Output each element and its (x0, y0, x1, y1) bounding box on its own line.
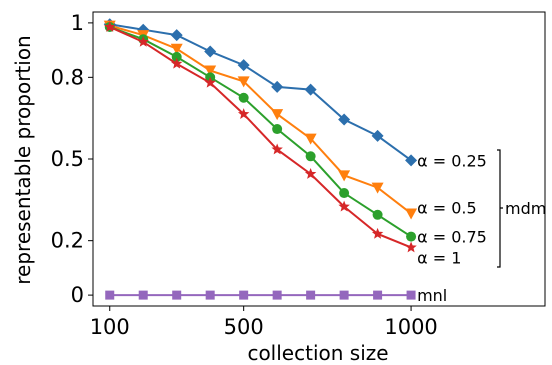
y-tick-label: 0.8 (51, 65, 84, 89)
data-point-star (304, 167, 317, 179)
data-point-square (373, 290, 383, 300)
data-point-triangle-down (170, 43, 183, 55)
series-annotations: α = 0.25 α = 0.5 α = 0.75α = 1 mnl (417, 151, 487, 305)
y-tick-label: 0 (71, 283, 84, 307)
data-point-diamond (271, 80, 284, 93)
series-line-diamond (109, 23, 412, 162)
data-point-square (339, 290, 349, 300)
data-point-circle (272, 124, 283, 135)
y-tick-label: 1 (71, 11, 84, 35)
mdm-label: mdm (505, 199, 546, 218)
data-point-square (272, 290, 282, 300)
y-tick-label: 0.2 (51, 229, 84, 253)
data-point-square (306, 290, 316, 300)
data-point-diamond (304, 83, 317, 96)
series-line-triangle-down (109, 24, 412, 215)
data-point-square (105, 290, 115, 300)
data-point-triangle-down (338, 170, 351, 182)
series-annotation: α = 0.25 (417, 151, 487, 170)
mdm-bracket (497, 149, 503, 268)
series-group (103, 18, 418, 300)
data-point-star (104, 20, 116, 32)
data-point-triangle-down (304, 133, 317, 145)
y-tick-label: 0.5 (51, 147, 84, 171)
data-point-star (338, 200, 350, 212)
y-axis-title: representable proportion (11, 35, 35, 284)
series-annotation: α = 0.75 (417, 228, 487, 247)
data-point-triangle-down (237, 76, 250, 88)
data-point-triangle-down (271, 109, 284, 121)
data-point-diamond (371, 129, 384, 142)
data-point-star (371, 227, 384, 239)
data-point-diamond (405, 154, 418, 167)
data-point-diamond (204, 45, 217, 58)
series-annotation: mnl (417, 286, 447, 305)
y-axis: 0 0.2 0.5 0.8 1 (51, 11, 93, 307)
data-point-star (204, 76, 216, 88)
data-point-diamond (237, 59, 250, 72)
data-point-square (239, 290, 249, 300)
data-point-triangle-down (204, 65, 217, 77)
series-annotation: α = 1 (417, 248, 461, 267)
data-point-star (137, 35, 149, 47)
data-point-square (138, 290, 148, 300)
x-tick-label: 1000 (384, 315, 437, 339)
data-point-circle (372, 209, 383, 220)
x-axis: 100 500 1000 (90, 306, 438, 339)
series-line-circle (109, 26, 412, 238)
data-point-star (171, 57, 183, 69)
data-point-star (237, 108, 250, 119)
data-point-circle (406, 231, 417, 242)
x-tick-label: 100 (90, 315, 130, 339)
data-point-star (271, 143, 283, 155)
data-point-star (405, 241, 417, 253)
data-point-circle (238, 92, 249, 103)
x-tick-label: 500 (224, 315, 264, 339)
x-axis-title: collection size (247, 341, 388, 365)
data-point-square (205, 290, 215, 300)
data-point-circle (171, 51, 182, 62)
data-point-circle (339, 188, 350, 199)
data-point-circle (305, 151, 316, 162)
data-point-triangle-down (371, 182, 384, 194)
data-point-diamond (338, 113, 351, 126)
series-annotation: α = 0.5 (417, 198, 477, 217)
data-point-square (172, 290, 182, 300)
series-line-star (109, 26, 412, 249)
data-point-triangle-down (405, 208, 418, 220)
data-point-diamond (170, 29, 183, 42)
data-point-square (406, 290, 416, 300)
